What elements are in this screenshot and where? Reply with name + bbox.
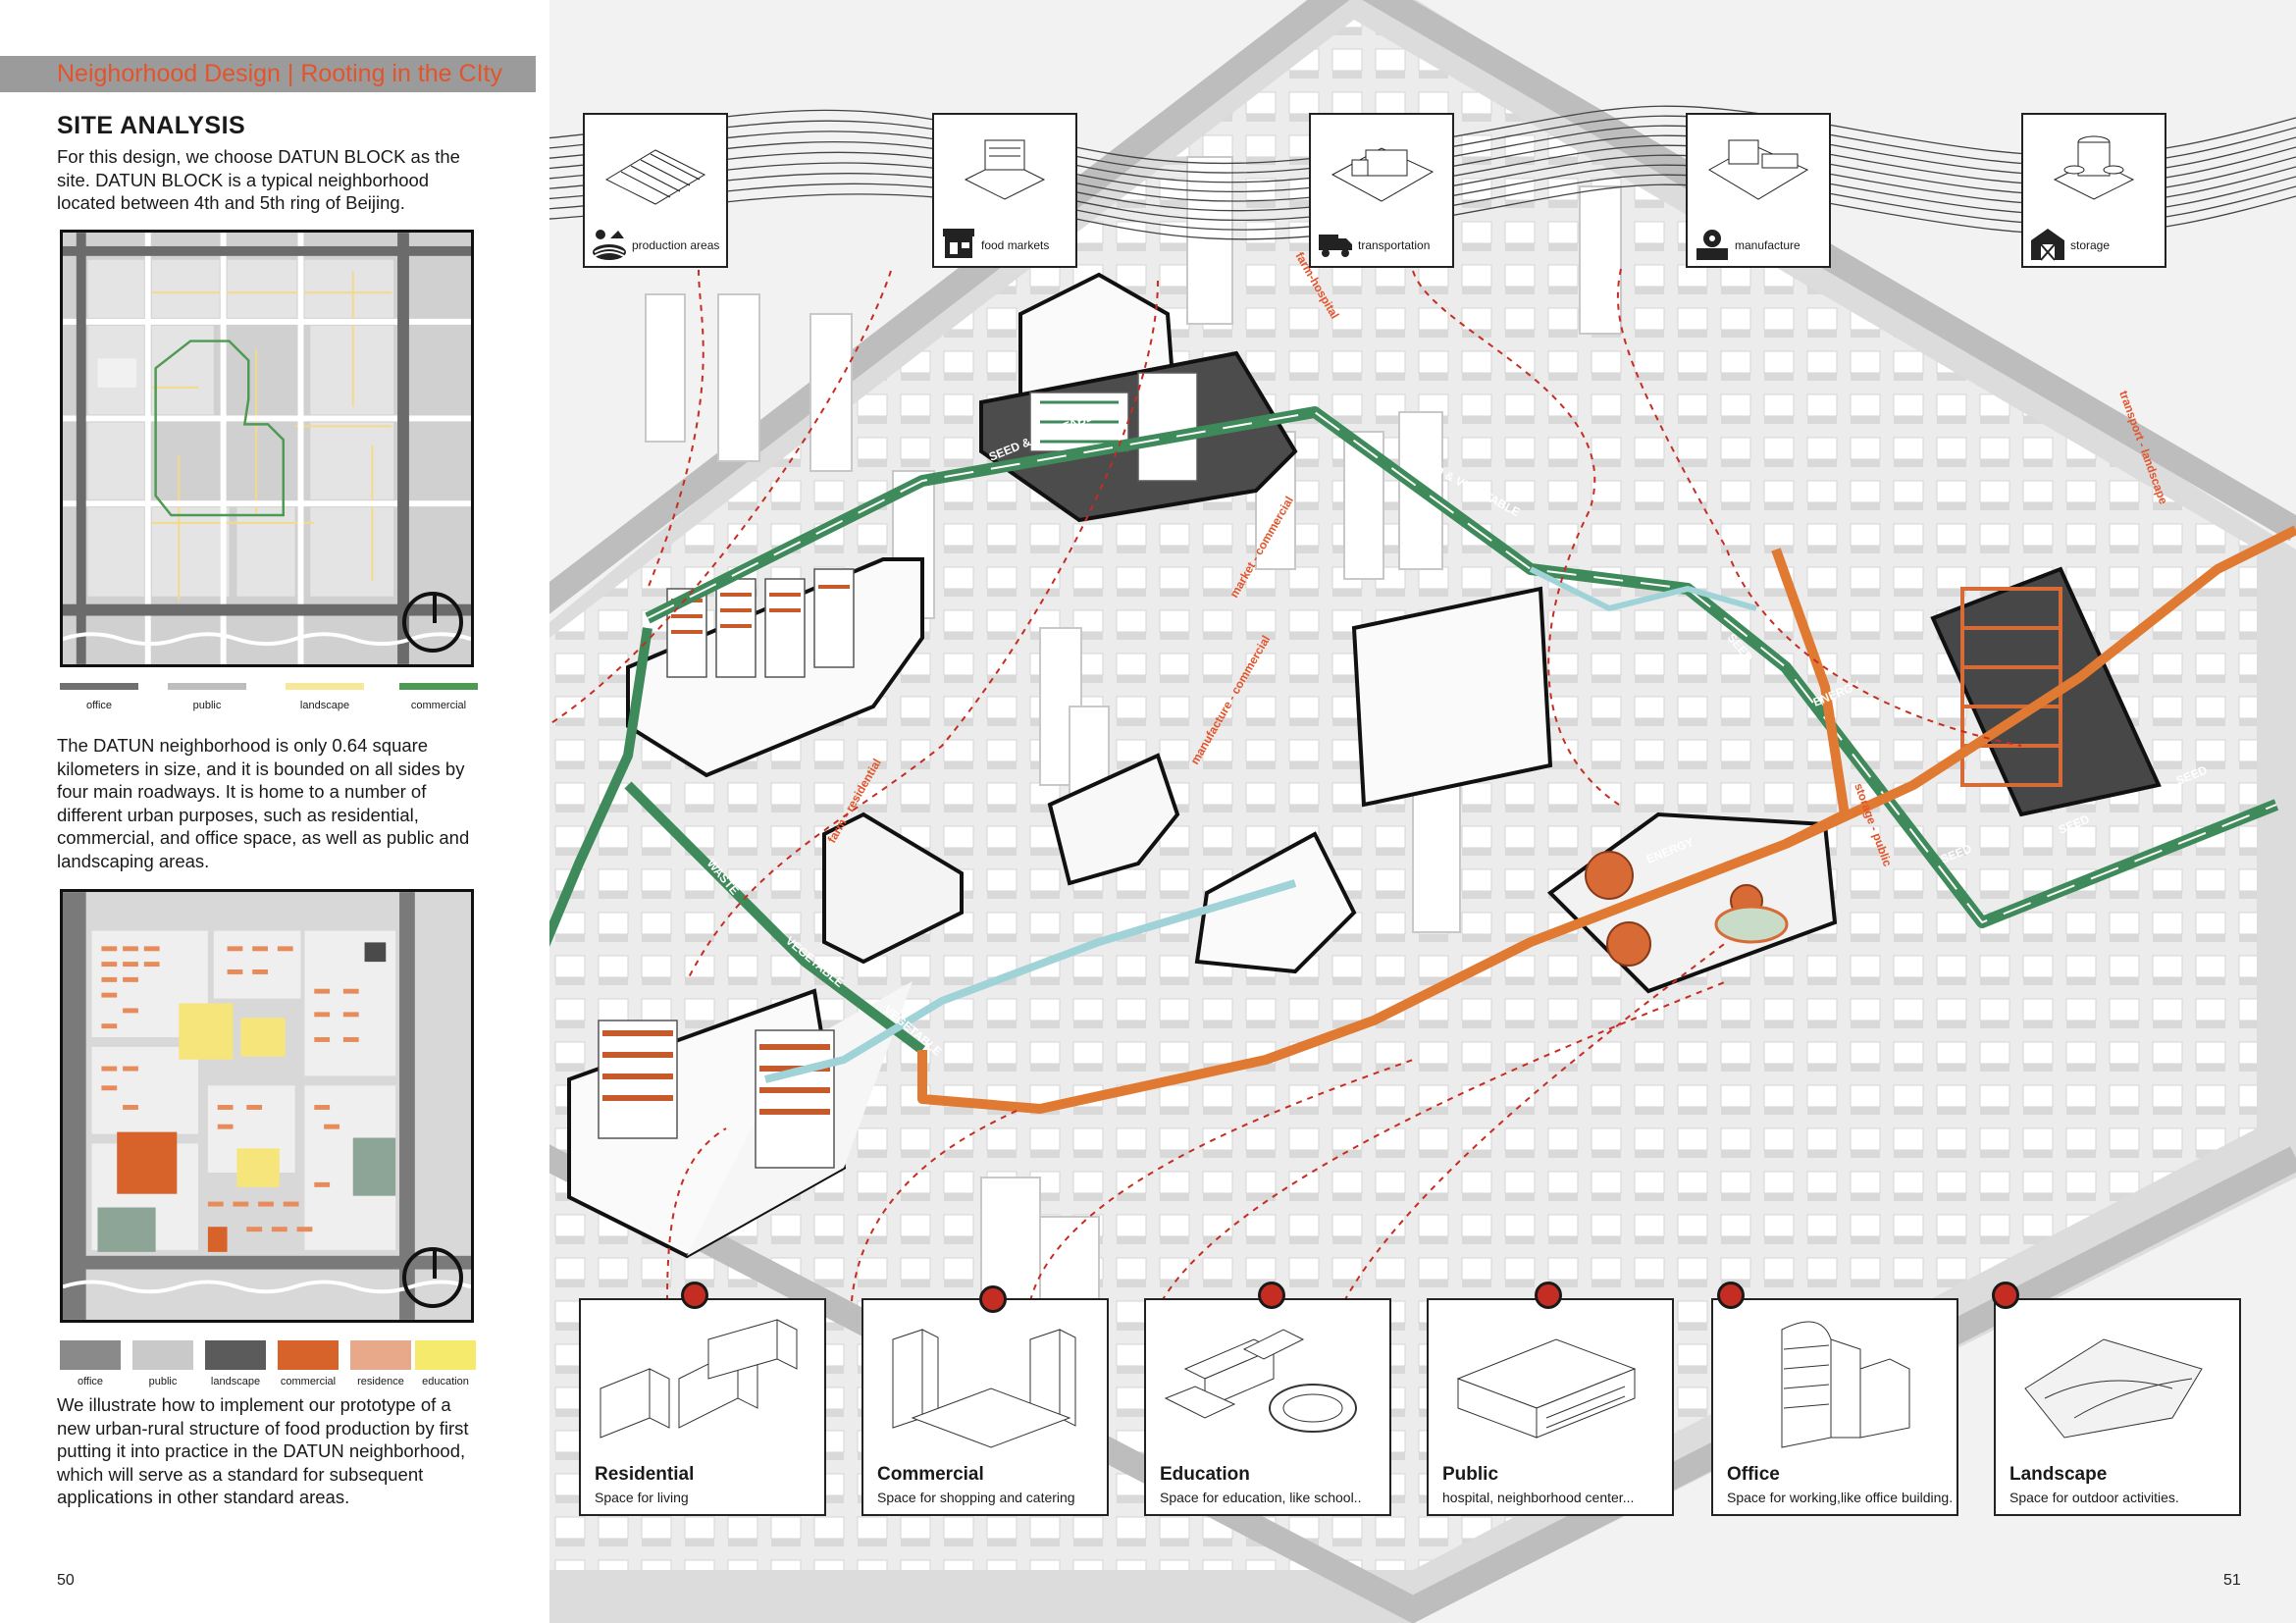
manufacture-axon-illustration xyxy=(1708,139,1809,200)
food-chain-label: transportation xyxy=(1358,238,1431,252)
food-chain-manufacture: manufacture xyxy=(1686,113,1831,268)
food-chain-label: manufacture xyxy=(1735,238,1800,252)
storage-axon-illustration xyxy=(2053,135,2135,200)
north-arrow-icon xyxy=(402,592,463,653)
road-network-map xyxy=(60,230,474,667)
barn-icon xyxy=(2031,229,2064,261)
food-chain-transportation: transportation xyxy=(1309,113,1454,268)
legend-item-education: education xyxy=(415,1340,476,1387)
land-use-title: Education xyxy=(1160,1464,1250,1485)
land-use-subtitle: Space for living xyxy=(595,1490,689,1505)
land-use-title: Commercial xyxy=(877,1464,984,1485)
production-axon-illustration xyxy=(604,149,706,205)
food-chain-label: production areas xyxy=(632,238,720,252)
legend-item-office: office xyxy=(60,683,138,711)
page-number-left: 50 xyxy=(57,1572,75,1589)
land-use-card-office: Office Space for working,like office bui… xyxy=(1711,1298,1958,1516)
land-use-title: Public xyxy=(1442,1464,1499,1485)
land-use-title: Landscape xyxy=(2009,1464,2108,1485)
land-use-subtitle: hospital, neighborhood center... xyxy=(1442,1490,1635,1505)
public-axon-illustration xyxy=(1456,1338,1637,1439)
legend-item-landscape: landscape xyxy=(205,1340,266,1387)
food-chain-production-areas: production areas xyxy=(583,113,728,268)
road-legend: office public landscape commercial xyxy=(60,683,478,722)
axonometric-site-scene: SEED & VEGETABLE SEED & VEGETABLE SEED S… xyxy=(549,0,2296,1623)
land-use-card-education: Education Space for education, like scho… xyxy=(1144,1298,1391,1516)
land-use-map xyxy=(60,889,474,1323)
landscape-axon-illustration xyxy=(2024,1338,2203,1439)
factory-gear-icon xyxy=(1696,230,1728,260)
section-title: SITE ANALYSIS xyxy=(57,112,246,139)
truck-icon xyxy=(1319,235,1352,257)
land-use-title: Office xyxy=(1727,1464,1780,1485)
left-page: Neighorhood Design | Rooting in the CIty… xyxy=(0,0,549,1623)
north-arrow-icon xyxy=(402,1247,463,1308)
header-bar: Neighorhood Design | Rooting in the CIty xyxy=(0,56,536,92)
transport-axon-illustration xyxy=(1331,147,1435,202)
land-use-subtitle: Space for working,like office building. xyxy=(1727,1490,1954,1505)
land-use-subtitle: Space for outdoor activities. xyxy=(2009,1490,2179,1505)
land-use-legend: office public landscape commercial resid… xyxy=(60,1340,482,1387)
legend-item-commercial: commercial xyxy=(278,1340,339,1387)
connector-dot xyxy=(1992,1282,2019,1309)
road-network-drawing xyxy=(63,233,471,664)
land-use-card-residential: Residential Space for living xyxy=(579,1298,826,1516)
land-use-drawing xyxy=(63,892,471,1320)
legend-item-office: office xyxy=(60,1340,121,1387)
conclusion-paragraph: We illustrate how to implement our proto… xyxy=(57,1394,469,1507)
connector-dot xyxy=(1535,1282,1562,1309)
food-chain-label: food markets xyxy=(981,238,1050,252)
land-use-subtitle: Space for shopping and catering xyxy=(877,1490,1075,1505)
chapter-title: Neighorhood Design | Rooting in the CIty xyxy=(57,60,502,87)
legend-item-public: public xyxy=(168,683,246,711)
market-stall-icon xyxy=(943,229,974,258)
food-chain-storage: storage xyxy=(2021,113,2166,268)
connector-dot xyxy=(979,1285,1007,1313)
description-paragraph: The DATUN neighborhood is only 0.64 squa… xyxy=(57,735,470,871)
land-use-card-landscape: Landscape Space for outdoor activities. xyxy=(1994,1298,2241,1516)
legend-item-public: public xyxy=(132,1340,193,1387)
connector-dot xyxy=(681,1282,708,1309)
intro-paragraph: For this design, we choose DATUN BLOCK a… xyxy=(57,146,460,213)
connector-dot xyxy=(1258,1282,1285,1309)
commercial-axon-illustration xyxy=(892,1329,1076,1448)
sun-farm-icon xyxy=(593,230,626,260)
education-axon-illustration xyxy=(1164,1329,1357,1433)
market-axon-illustration xyxy=(964,139,1046,200)
right-page: SEED & VEGETABLE SEED & VEGETABLE SEED S… xyxy=(549,0,2296,1623)
legend-item-commercial: commercial xyxy=(399,683,478,711)
legend-item-residence: residence xyxy=(350,1340,411,1387)
land-use-card-public: Public hospital, neighborhood center... xyxy=(1427,1298,1674,1516)
land-use-subtitle: Space for education, like school.. xyxy=(1160,1490,1362,1505)
legend-item-landscape: landscape xyxy=(286,683,364,711)
land-use-title: Residential xyxy=(595,1464,695,1485)
food-chain-food-markets: food markets xyxy=(932,113,1077,268)
land-use-card-commercial: Commercial Space for shopping and cateri… xyxy=(861,1298,1109,1516)
office-axon-illustration xyxy=(1781,1321,1910,1448)
food-chain-label: storage xyxy=(2070,238,2111,252)
residential-axon-illustration xyxy=(600,1319,798,1439)
page-number-right: 51 xyxy=(2223,1572,2241,1589)
connector-dot xyxy=(1717,1282,1745,1309)
